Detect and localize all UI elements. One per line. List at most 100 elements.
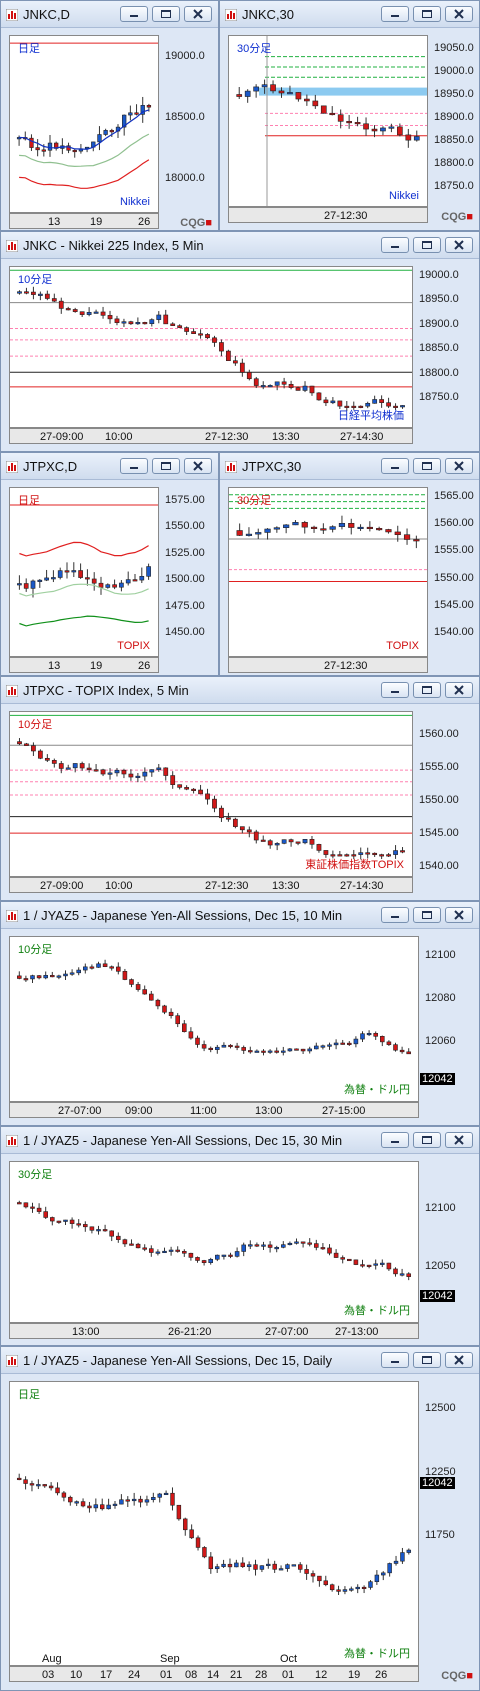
title-bar[interactable]: JNKC,D bbox=[1, 1, 218, 28]
candle bbox=[24, 291, 29, 294]
candle bbox=[312, 100, 319, 107]
chart-window-nikkei-30min[interactable]: JNKC,30 30分足 Nikkei 19050.0 19000.0 18950.0 18… bbox=[219, 0, 480, 231]
price-plot-area[interactable]: 日足 TOPIX bbox=[9, 487, 159, 657]
period-label: 10分足 bbox=[18, 719, 53, 731]
title-bar[interactable]: 1 / JYAZ5 - Japanese Yen-All Sessions, D… bbox=[1, 1347, 479, 1374]
time-axis[interactable]: 13:00 26-21:20 27-07:00 27-13:00 bbox=[9, 1323, 419, 1339]
candle bbox=[241, 1244, 246, 1252]
minimize-button[interactable] bbox=[120, 6, 148, 22]
candle bbox=[162, 1005, 167, 1013]
candle bbox=[156, 314, 162, 320]
y-axis-tick: 1550.00 bbox=[419, 794, 459, 806]
time-axis[interactable]: 13 19 26 bbox=[9, 657, 159, 673]
close-button[interactable] bbox=[445, 682, 473, 698]
close-button[interactable] bbox=[445, 1132, 473, 1148]
time-axis[interactable]: 27-09:00 10:00 27-12:30 13:30 27-14:30 bbox=[9, 428, 413, 444]
maximize-button[interactable] bbox=[413, 682, 441, 698]
candle bbox=[340, 1257, 345, 1260]
candle bbox=[267, 385, 273, 388]
candle bbox=[30, 975, 35, 980]
title-bar[interactable]: JTPXC,D bbox=[1, 453, 218, 480]
title-bar[interactable]: JNKC,30 bbox=[220, 1, 479, 28]
price-plot-area[interactable]: 10分足 為替・ドル円 bbox=[9, 936, 419, 1102]
title-bar[interactable]: 1 / JYAZ5 - Japanese Yen-All Sessions, D… bbox=[1, 1127, 479, 1154]
candle bbox=[323, 1580, 328, 1586]
minimize-button[interactable] bbox=[381, 6, 409, 22]
maximize-button[interactable] bbox=[413, 1352, 441, 1368]
close-button[interactable] bbox=[445, 237, 473, 253]
window-title: JNKC,30 bbox=[242, 7, 295, 22]
candle bbox=[267, 840, 273, 846]
price-plot-area[interactable]: 30分足 Nikkei bbox=[228, 35, 428, 207]
time-axis[interactable]: 27-12:30 bbox=[228, 657, 428, 673]
y-axis-tick: 18900.0 bbox=[419, 317, 459, 330]
minimize-button[interactable] bbox=[381, 1132, 409, 1148]
candle bbox=[260, 385, 266, 388]
candle bbox=[30, 1206, 35, 1209]
title-bar[interactable]: JTPXC - TOPIX Index, 5 Min bbox=[1, 677, 479, 704]
chart-window-nikkei-5min[interactable]: JNKC - Nikkei 225 Index, 5 Min 10分足 日経平均株価… bbox=[0, 231, 480, 452]
chart-window-yen-30min[interactable]: 1 / JYAZ5 - Japanese Yen-All Sessions, D… bbox=[0, 1126, 480, 1346]
close-button[interactable] bbox=[184, 458, 212, 474]
price-plot-area[interactable]: 30分足 TOPIX bbox=[228, 487, 428, 657]
chart-window-nikkei-daily[interactable]: JNKC,D 日足 Nikkei 19000.0 18500.0 18000.0 13 19 2… bbox=[0, 0, 219, 231]
candle bbox=[340, 1042, 345, 1045]
y-axis-tick: 19000.0 bbox=[165, 50, 205, 62]
minimize-button[interactable] bbox=[381, 682, 409, 698]
chart-window-topix-30min[interactable]: JTPXC,30 30分足 TOPIX 1565.00 1560.00 1555.00 15… bbox=[219, 452, 480, 676]
time-axis[interactable]: 03 10 17 24 01 08 14 21 28 01 12 19 26 Aug Sep Oct bbox=[9, 1653, 419, 1682]
chart-window-yen-10min[interactable]: 1 / JYAZ5 - Japanese Yen-All Sessions, D… bbox=[0, 901, 480, 1126]
minimize-button[interactable] bbox=[381, 458, 409, 474]
candle bbox=[72, 309, 78, 312]
time-axis[interactable]: 27-07:00 09:00 11:00 13:00 27-15:00 bbox=[9, 1102, 419, 1118]
maximize-button[interactable] bbox=[152, 6, 180, 22]
candle bbox=[316, 844, 322, 851]
maximize-button[interactable] bbox=[413, 1132, 441, 1148]
candle bbox=[246, 372, 252, 380]
candle bbox=[79, 311, 85, 315]
close-button[interactable] bbox=[445, 1352, 473, 1368]
price-plot-area[interactable]: 10分足 東証株価指数TOPIX bbox=[9, 711, 413, 877]
title-bar[interactable]: JTPXC,30 bbox=[220, 453, 479, 480]
x-axis-tick: 27-12:30 bbox=[324, 210, 368, 222]
candle bbox=[366, 526, 373, 530]
price-plot-area[interactable]: 30分足 為替・ドル円 bbox=[9, 1161, 419, 1323]
close-button[interactable] bbox=[445, 907, 473, 923]
time-axis[interactable]: 13 19 26 bbox=[9, 213, 159, 229]
close-button[interactable] bbox=[445, 6, 473, 22]
candle bbox=[399, 1049, 405, 1053]
candle bbox=[330, 854, 336, 857]
candle bbox=[149, 769, 155, 773]
time-axis[interactable]: 27-12:30 bbox=[228, 207, 428, 223]
candle bbox=[397, 126, 403, 136]
window-title: 1 / JYAZ5 - Japanese Yen-All Sessions, D… bbox=[23, 1353, 333, 1368]
candle bbox=[314, 1045, 319, 1050]
maximize-button[interactable] bbox=[152, 458, 180, 474]
minimize-button[interactable] bbox=[381, 237, 409, 253]
chart-window-yen-daily[interactable]: 1 / JYAZ5 - Japanese Yen-All Sessions, D… bbox=[0, 1346, 480, 1691]
price-plot-area[interactable]: 日足 Nikkei bbox=[9, 35, 159, 213]
close-button[interactable] bbox=[184, 6, 212, 22]
maximize-button[interactable] bbox=[413, 237, 441, 253]
y-axis-tick: 18500.0 bbox=[165, 111, 205, 123]
candle bbox=[320, 1247, 326, 1250]
maximize-button[interactable] bbox=[413, 458, 441, 474]
chart-window-topix-daily[interactable]: JTPXC,D 日足 TOPIX 1575.00 1550.00 1525.00 1500.… bbox=[0, 452, 219, 676]
close-button[interactable] bbox=[445, 458, 473, 474]
candle bbox=[344, 854, 350, 857]
minimize-button[interactable] bbox=[381, 1352, 409, 1368]
title-bar[interactable]: JNKC - Nikkei 225 Index, 5 Min bbox=[1, 232, 479, 259]
period-label: 日足 bbox=[18, 43, 40, 55]
candle bbox=[57, 570, 63, 578]
y-axis-tick: 18750.0 bbox=[434, 180, 474, 192]
price-plot-area[interactable]: 日足 為替・ドル円 bbox=[9, 1381, 419, 1666]
maximize-button[interactable] bbox=[413, 6, 441, 22]
candle bbox=[83, 966, 88, 971]
time-axis[interactable]: 27-09:00 10:00 27-12:30 13:30 27-14:30 bbox=[9, 877, 413, 893]
title-bar[interactable]: 1 / JYAZ5 - Japanese Yen-All Sessions, D… bbox=[1, 902, 479, 929]
chart-window-topix-5min[interactable]: JTPXC - TOPIX Index, 5 Min 10分足 東証株価指数TOPI… bbox=[0, 676, 480, 901]
price-plot-area[interactable]: 10分足 日経平均株価 bbox=[9, 266, 413, 428]
minimize-button[interactable] bbox=[381, 907, 409, 923]
maximize-button[interactable] bbox=[413, 907, 441, 923]
minimize-button[interactable] bbox=[120, 458, 148, 474]
